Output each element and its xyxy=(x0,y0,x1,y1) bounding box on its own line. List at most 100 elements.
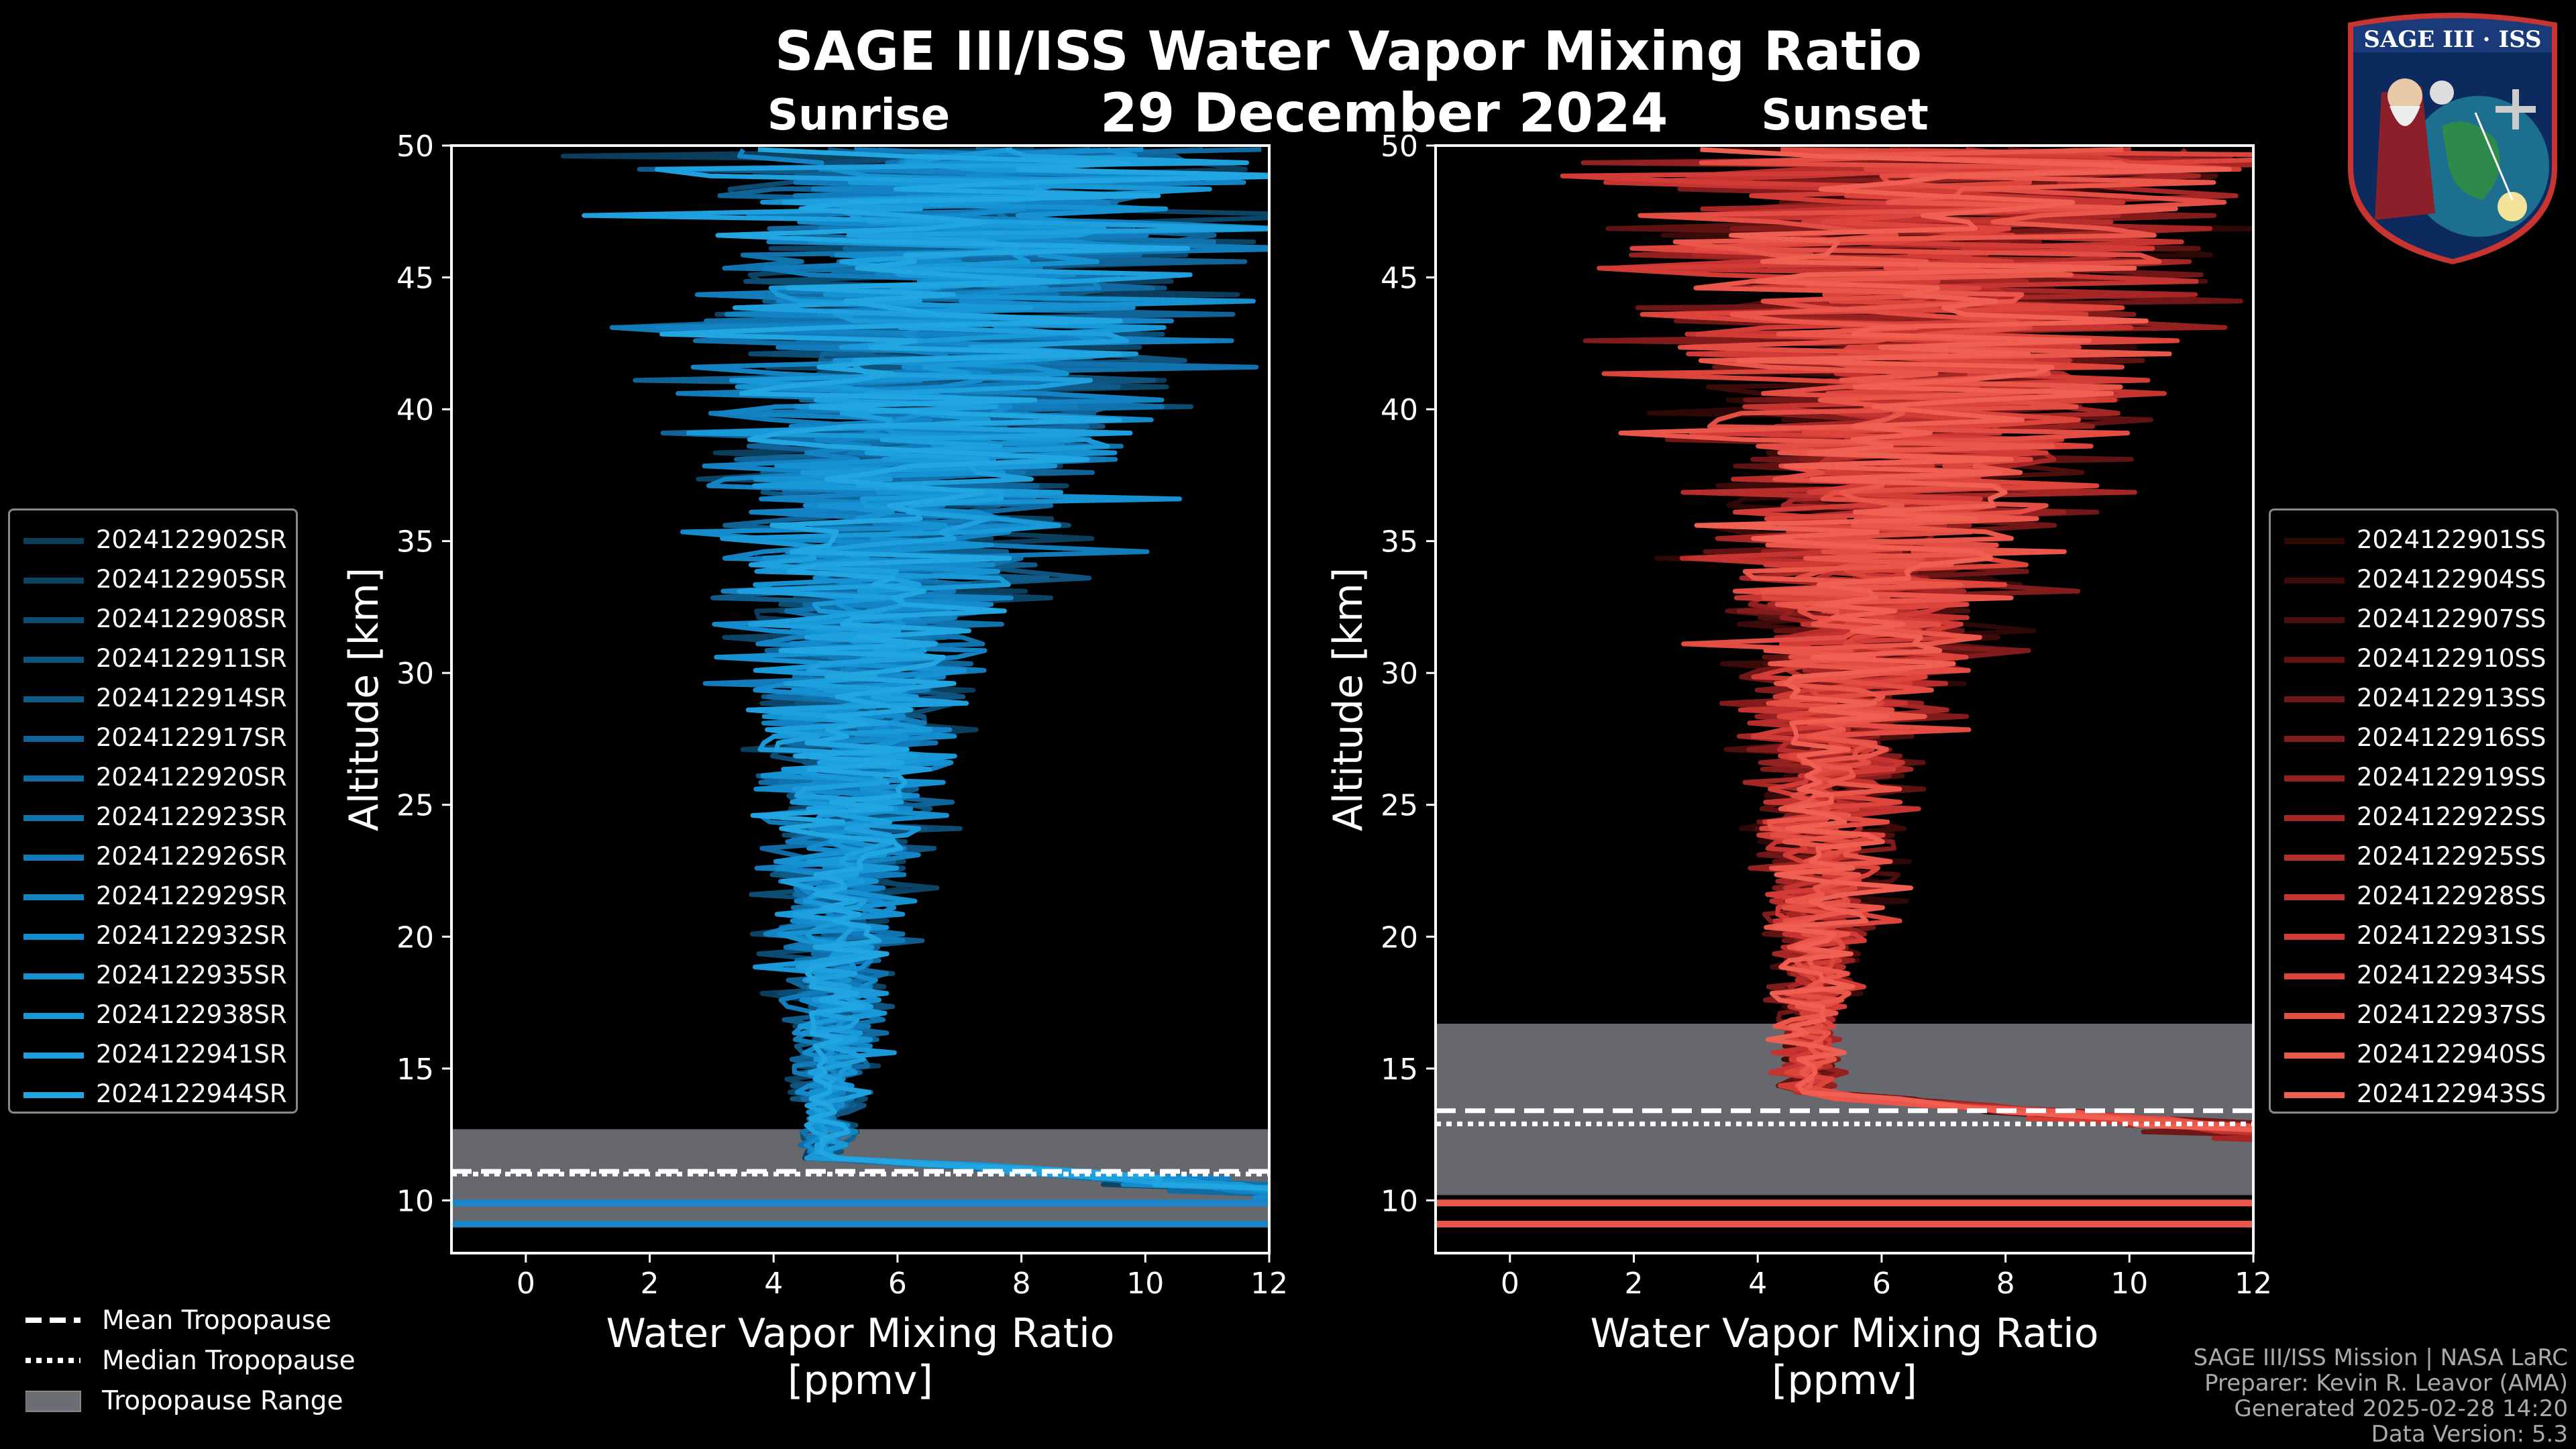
legend-swatch xyxy=(23,657,84,663)
legend-swatch xyxy=(2284,1092,2345,1098)
legend-item-2024122932SR: 2024122932SR xyxy=(10,917,296,957)
legend-label: 2024122941SR xyxy=(96,1040,287,1069)
y-tick-label: 10 xyxy=(396,1184,434,1218)
legend-swatch xyxy=(2284,657,2345,663)
x-tick-label: 12 xyxy=(2235,1267,2272,1301)
legend-item-2024122928SS: 2024122928SS xyxy=(2271,877,2557,917)
legend-label: 2024122904SS xyxy=(2357,565,2546,594)
sunset-panel-title: Sunset xyxy=(1761,91,1929,140)
figure-date: 29 December 2024 xyxy=(1100,82,1668,144)
x-tick-label: 10 xyxy=(2110,1267,2148,1301)
legend-item-2024122908SR: 2024122908SR xyxy=(10,600,296,640)
x-tick-label: 0 xyxy=(517,1267,535,1301)
legend-item-median-tropopause: Median Tropopause xyxy=(25,1346,356,1376)
legend-item-mean-tropopause: Mean Tropopause xyxy=(25,1305,332,1336)
legend-label: 2024122938SR xyxy=(96,1000,287,1029)
legend-label: 2024122916SS xyxy=(2357,723,2546,752)
legend-label: 2024122926SR xyxy=(96,842,287,871)
legend-swatch xyxy=(2284,775,2345,782)
legend-label: 2024122919SS xyxy=(2357,763,2546,792)
legend-swatch xyxy=(2284,1013,2345,1019)
legend-swatch xyxy=(2284,1053,2345,1059)
legend-item-2024122941SR: 2024122941SR xyxy=(10,1036,296,1075)
legend-swatch xyxy=(23,855,84,861)
y-tick-label: 40 xyxy=(1381,393,1418,427)
legend-swatch xyxy=(2284,736,2345,742)
legend-label: 2024122913SS xyxy=(2357,684,2546,712)
legend-item-2024122905SR: 2024122905SR xyxy=(10,561,296,600)
profile-line-2024122944SR xyxy=(659,147,1269,1191)
legend-swatch xyxy=(23,736,84,742)
legend-item-2024122901SS: 2024122901SS xyxy=(2271,521,2557,561)
axes-frame xyxy=(450,144,1271,1254)
legend-item-2024122923SR: 2024122923SR xyxy=(10,798,296,838)
sunset-legend: 2024122901SS 2024122904SS 2024122907SS 2024… xyxy=(2269,508,2559,1114)
legend-item-2024122944SR: 2024122944SR xyxy=(10,1075,296,1115)
profile-line-2024122943SS xyxy=(1694,147,2253,1132)
legend-item-2024122935SR: 2024122935SR xyxy=(10,957,296,996)
legend-label: 2024122922SS xyxy=(2357,802,2546,831)
legend-item-2024122916SS: 2024122916SS xyxy=(2271,719,2557,759)
legend-label: 2024122910SS xyxy=(2357,644,2546,673)
y-tick-label: 15 xyxy=(1381,1053,1418,1087)
legend-label: 2024122925SS xyxy=(2357,842,2546,871)
legend-label: 2024122920SR xyxy=(96,763,287,792)
legend-swatch xyxy=(23,696,84,702)
legend-swatch xyxy=(23,815,84,821)
legend-label: 2024122944SR xyxy=(96,1079,287,1108)
legend-swatch xyxy=(23,973,84,979)
legend-item-2024122902SR: 2024122902SR xyxy=(10,521,296,561)
legend-label: 2024122940SS xyxy=(2357,1040,2546,1069)
y-tick-label: 25 xyxy=(396,789,434,823)
legend-swatch xyxy=(2284,894,2345,900)
y-tick-label: 30 xyxy=(1381,657,1418,691)
legend-item-2024122943SS: 2024122943SS xyxy=(2271,1075,2557,1115)
legend-item-2024122919SS: 2024122919SS xyxy=(2271,759,2557,798)
y-axis-label: Altitude [km] xyxy=(1325,568,1372,832)
x-axis-label: Water Vapor Mixing Ratio xyxy=(1591,1310,2099,1357)
legend-swatch xyxy=(23,1053,84,1059)
legend-label: 2024122928SS xyxy=(2357,881,2546,910)
legend-label: 2024122932SR xyxy=(96,921,287,950)
legend-item-2024122907SS: 2024122907SS xyxy=(2271,600,2557,640)
y-tick-label: 35 xyxy=(396,525,434,559)
legend-item-2024122913SS: 2024122913SS xyxy=(2271,680,2557,719)
legend-item-2024122938SR: 2024122938SR xyxy=(10,996,296,1036)
legend-item-2024122910SS: 2024122910SS xyxy=(2271,640,2557,680)
legend-label: 2024122923SR xyxy=(96,802,287,831)
y-tick-label: 35 xyxy=(1381,525,1418,559)
legend-item-2024122934SS: 2024122934SS xyxy=(2271,957,2557,996)
legend-label: 2024122929SR xyxy=(96,881,287,910)
legend-swatch xyxy=(23,538,84,544)
legend-swatch xyxy=(23,1013,84,1019)
legend-label: 2024122914SR xyxy=(96,684,287,712)
legend-label: 2024122908SR xyxy=(96,604,287,633)
legend-label: 2024122905SR xyxy=(96,565,287,594)
x-tick-label: 6 xyxy=(1872,1267,1891,1301)
x-tick-label: 0 xyxy=(1501,1267,1519,1301)
figure-title: SAGE III/ISS Water Vapor Mixing Ratio xyxy=(774,20,1923,83)
legend-label: 2024122935SR xyxy=(96,961,287,989)
profile-line-2024122941SR xyxy=(582,147,1269,1190)
x-axis-label: [ppmv] xyxy=(788,1357,933,1404)
legend-swatch xyxy=(23,1092,84,1098)
legend-item-2024122926SR: 2024122926SR xyxy=(10,838,296,877)
legend-item-2024122904SS: 2024122904SS xyxy=(2271,561,2557,600)
y-tick-label: 50 xyxy=(1381,129,1418,164)
y-tick-label: 15 xyxy=(396,1053,434,1087)
legend-swatch xyxy=(2284,696,2345,702)
legend-swatch xyxy=(2284,578,2345,584)
sage-mission-logo: SAGE III · ISS xyxy=(2341,12,2564,264)
x-tick-label: 6 xyxy=(888,1267,907,1301)
y-tick-label: 45 xyxy=(1381,262,1418,296)
legend-label: 2024122911SR xyxy=(96,644,287,673)
x-tick-label: 12 xyxy=(1250,1267,1288,1301)
tropopause-legend: Mean Tropopause Median Tropopause Tropop… xyxy=(13,1301,389,1422)
sunrise-panel-title: Sunrise xyxy=(767,91,951,140)
x-tick-label: 2 xyxy=(641,1267,659,1301)
y-tick-label: 45 xyxy=(396,262,434,296)
x-axis-label: [ppmv] xyxy=(1772,1357,1917,1404)
x-tick-label: 4 xyxy=(1748,1267,1767,1301)
